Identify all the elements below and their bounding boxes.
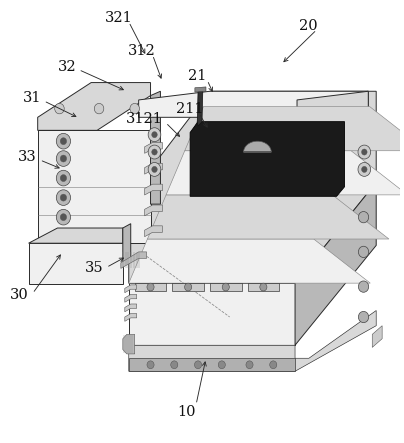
Circle shape <box>185 283 192 291</box>
Text: 312: 312 <box>128 44 156 58</box>
Circle shape <box>55 103 64 114</box>
Bar <box>172 283 204 291</box>
Circle shape <box>56 210 71 225</box>
Polygon shape <box>129 239 370 283</box>
Circle shape <box>222 283 229 291</box>
Circle shape <box>94 103 104 114</box>
Polygon shape <box>244 141 271 152</box>
Circle shape <box>147 361 154 369</box>
Polygon shape <box>125 314 137 321</box>
Circle shape <box>358 211 369 223</box>
Polygon shape <box>195 87 206 92</box>
Polygon shape <box>197 91 203 126</box>
Polygon shape <box>125 285 137 293</box>
Polygon shape <box>29 243 123 284</box>
Circle shape <box>148 128 161 142</box>
Circle shape <box>358 246 369 257</box>
Text: 3121: 3121 <box>126 113 163 127</box>
Polygon shape <box>123 224 131 265</box>
Circle shape <box>60 194 67 201</box>
Polygon shape <box>121 252 147 268</box>
Polygon shape <box>125 295 137 302</box>
Circle shape <box>152 149 157 155</box>
Circle shape <box>362 167 367 172</box>
Polygon shape <box>129 311 376 371</box>
Polygon shape <box>139 91 368 117</box>
Polygon shape <box>38 130 151 243</box>
Text: 31: 31 <box>23 91 41 105</box>
Polygon shape <box>145 226 162 237</box>
Text: 20: 20 <box>299 19 318 33</box>
Text: 21: 21 <box>188 70 206 83</box>
Circle shape <box>362 149 367 155</box>
Text: 33: 33 <box>18 150 36 164</box>
Circle shape <box>60 155 67 162</box>
Text: 30: 30 <box>10 288 28 302</box>
Polygon shape <box>185 107 404 151</box>
Polygon shape <box>147 195 389 239</box>
Polygon shape <box>190 122 345 196</box>
Polygon shape <box>151 91 160 204</box>
Polygon shape <box>372 326 382 347</box>
Bar <box>248 283 279 291</box>
Circle shape <box>60 138 67 145</box>
Polygon shape <box>29 228 123 243</box>
Circle shape <box>56 133 71 149</box>
Polygon shape <box>166 151 404 195</box>
Polygon shape <box>129 283 295 345</box>
Circle shape <box>358 311 369 323</box>
Circle shape <box>358 281 369 292</box>
Polygon shape <box>295 183 376 345</box>
Text: 10: 10 <box>177 404 196 419</box>
Text: 211: 211 <box>176 102 203 117</box>
Circle shape <box>246 361 253 369</box>
Bar <box>135 283 166 291</box>
Polygon shape <box>145 143 162 153</box>
Circle shape <box>194 361 202 369</box>
Circle shape <box>260 283 267 291</box>
Circle shape <box>56 170 71 186</box>
Bar <box>129 358 295 371</box>
Circle shape <box>152 132 157 138</box>
Polygon shape <box>297 91 368 117</box>
Polygon shape <box>129 91 376 283</box>
Circle shape <box>270 361 277 369</box>
Polygon shape <box>38 82 151 130</box>
Polygon shape <box>145 205 162 216</box>
Text: 321: 321 <box>105 12 133 25</box>
Polygon shape <box>125 304 137 312</box>
Circle shape <box>56 190 71 206</box>
Polygon shape <box>145 163 162 174</box>
Circle shape <box>148 145 161 159</box>
Circle shape <box>130 103 139 114</box>
Circle shape <box>358 163 370 176</box>
Polygon shape <box>145 184 162 195</box>
Text: 32: 32 <box>58 60 77 74</box>
Circle shape <box>56 151 71 167</box>
Text: 35: 35 <box>85 260 103 275</box>
Polygon shape <box>123 334 135 354</box>
Circle shape <box>152 167 157 172</box>
Circle shape <box>60 175 67 182</box>
Bar <box>210 283 242 291</box>
Circle shape <box>358 145 370 159</box>
Circle shape <box>218 361 225 369</box>
Circle shape <box>171 361 178 369</box>
Circle shape <box>60 214 67 221</box>
Circle shape <box>147 283 154 291</box>
Circle shape <box>148 163 161 176</box>
